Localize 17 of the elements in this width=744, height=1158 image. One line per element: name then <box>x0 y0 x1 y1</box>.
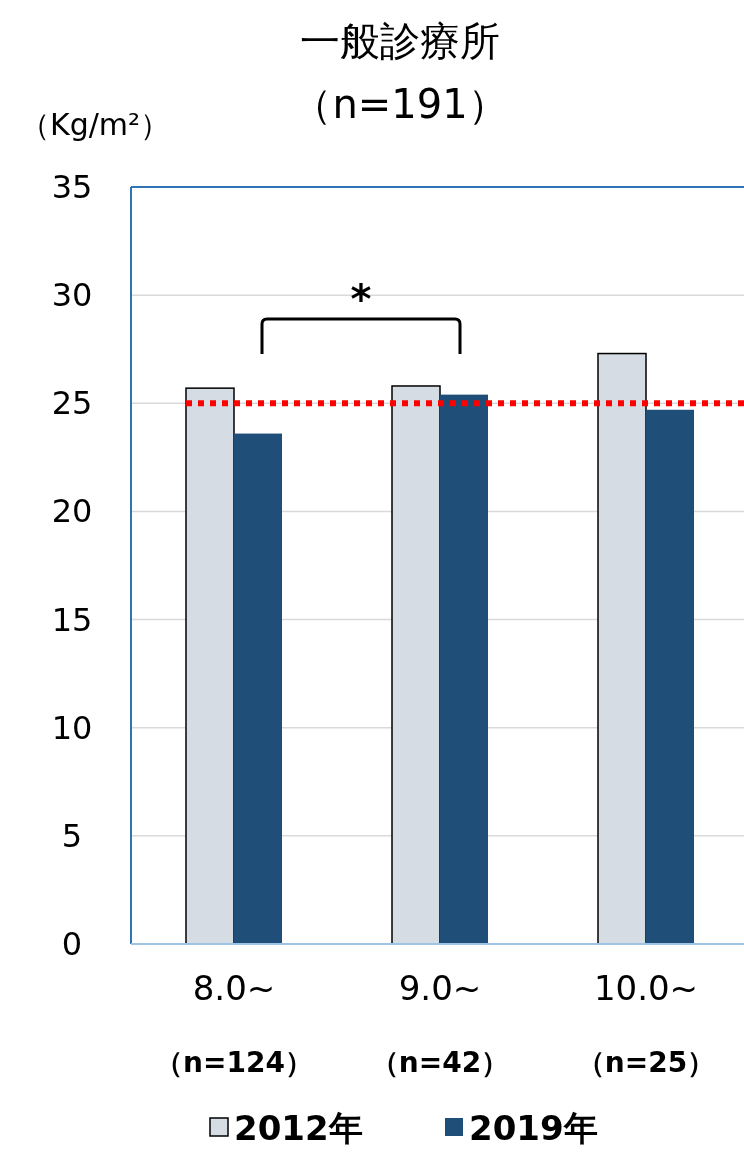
legend-label: 2012年 <box>234 1108 363 1148</box>
x-tick-label: 8.0~ （n=124） <box>155 968 313 1079</box>
y-tick-label: 10 <box>51 708 93 747</box>
y-tick-label: 25 <box>51 384 93 423</box>
y-tick-label: 35 <box>51 168 93 206</box>
y-tick-label: 15 <box>51 600 93 639</box>
chart-subtitle: （n=191） <box>292 81 508 127</box>
x-tick-label: 9.0~ （n=42） <box>370 968 510 1079</box>
y-tick-label: 0 <box>61 925 83 963</box>
y-tick-label: 30 <box>51 276 93 315</box>
annotation: * <box>350 275 372 322</box>
chart-title: 一般診療所 <box>300 18 500 64</box>
y-tick-label: 5 <box>61 816 83 855</box>
legend-label: 2019年 <box>469 1108 598 1148</box>
y-tick-label: 20 <box>51 492 93 531</box>
y-axis-title: （Kg/m²） <box>19 107 171 142</box>
x-tick-label: 10.0~ （n=25） <box>576 968 716 1079</box>
